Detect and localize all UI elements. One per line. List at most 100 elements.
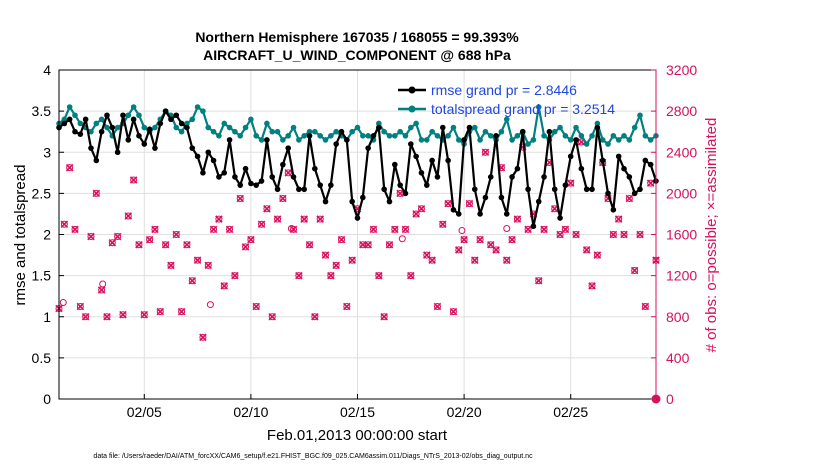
obs-possible-marker [458,227,466,235]
y-tick-label-right: 400 [666,350,690,366]
obs-possible-marker [583,246,591,254]
totalspread-marker [594,120,601,127]
data-file-footnote: data file: /Users/raeder/DAI/ATM_forcXX/… [93,453,533,460]
obs-possible-marker [401,225,409,233]
rmse-marker [125,137,132,143]
y-tick-label-right: 1600 [666,227,697,243]
totalspread-marker [573,124,579,131]
totalspread-marker [408,124,414,131]
totalspread-marker [77,120,84,127]
obs-possible-marker [332,261,340,269]
rmse-marker [66,116,73,123]
rmse-marker [104,112,110,119]
rmse-marker [216,174,222,180]
rmse-marker [535,198,542,205]
rmse-marker [477,211,483,217]
rmse-marker [647,161,654,168]
totalspread-marker [290,124,297,131]
totalspread-marker [498,128,505,135]
rmse-marker [466,124,473,131]
obs-possible-marker [210,225,218,233]
x-tick-label: 02/15 [340,404,375,420]
totalspread-marker [557,124,563,131]
rmse-marker [306,133,313,139]
rmse-marker [194,153,201,160]
totalspread-marker [434,133,441,139]
obs-possible-marker [385,241,393,249]
obs-possible-marker [258,220,266,228]
obs-possible-marker [242,243,250,251]
obs-possible-marker [492,246,500,254]
rmse-marker [264,137,270,143]
totalspread-marker [376,120,382,127]
obs-possible-marker [156,308,164,316]
totalspread-marker [88,128,94,135]
rmse-marker [61,120,68,127]
obs-possible-marker [476,236,484,244]
rmse-marker [541,174,547,180]
rmse-marker [365,145,371,151]
chart-title: Northern Hemisphere 167035 / 168055 = 99… [195,29,519,45]
obs-possible-marker [226,225,234,233]
obs-possible-marker [471,256,479,264]
rmse-marker [109,124,116,131]
rmse-marker [493,133,499,139]
obs-possible-marker [407,272,415,280]
rmse-marker [578,165,585,172]
rmse-marker [72,128,78,135]
rmse-marker [152,145,158,151]
rmse-marker [114,149,121,156]
obs-possible-marker [338,236,346,244]
x-tick-label: 02/20 [447,404,482,420]
obs-possible-marker [636,231,644,238]
rmse-marker [626,174,633,180]
x-tick-label: 02/10 [233,404,268,420]
rmse-marker [253,182,260,188]
y-tick-label-right: 0 [666,391,674,407]
obs-possible-marker [433,302,441,310]
totalspread-marker [551,128,558,135]
totalspread-marker [221,120,228,127]
totalspread-marker [615,137,622,143]
rmse-marker [248,180,254,187]
rmse-marker [381,186,387,193]
obs-possible-marker [119,311,127,319]
obs-possible-marker [295,272,303,280]
obs-possible-marker [631,266,639,274]
rmse-marker [610,207,617,213]
totalspread-marker [631,124,638,131]
y-tick-label-right: 800 [666,309,690,325]
y-axis-label-right: # of obs: o=possible; ×=assimilated [703,118,720,353]
rmse-marker [200,170,206,176]
rmse-marker [605,190,611,197]
rmse-marker [226,137,233,143]
totalspread-marker [365,133,371,139]
rmse-marker [77,131,84,137]
obs-possible-marker [593,251,601,259]
obs-possible-marker [439,220,447,228]
totalspread-marker [514,133,521,139]
totalspread-marker [360,133,366,139]
obs-possible-marker [449,308,457,316]
obs-possible-marker [114,233,122,241]
rmse-marker [189,145,196,151]
rmse-marker [178,120,185,127]
obs-possible-marker [300,215,308,223]
totalspread-marker [509,137,515,143]
axes: 02/05 02/10 02/15 02/20 02/25 0 0.5 1 1.5 2 2.5 3 3.… [32,62,698,420]
obs-possible-marker [188,277,196,285]
obs-possible-marker [487,241,495,249]
totalspread-marker [173,124,180,131]
rmse-marker [423,182,430,188]
rmse-marker [88,145,94,151]
rmse-marker [344,137,350,143]
rmse-marker [221,170,228,176]
totalspread-marker [61,116,68,123]
rmse-marker [573,137,579,143]
obs-possible-marker [204,261,212,269]
totalspread-marker [253,133,260,139]
rmse-marker [487,174,494,180]
totalspread-marker [274,128,281,135]
totalspread-marker [471,124,478,131]
rmse-marker [280,161,286,168]
